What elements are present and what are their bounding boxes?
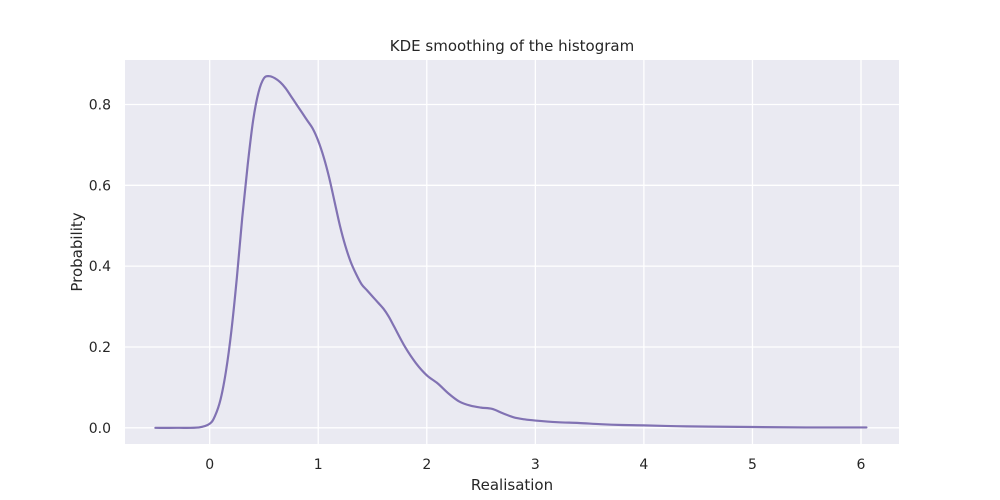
kde-point [301,112,302,113]
x-tick-label: 1 [314,457,323,473]
kde-point [280,82,281,83]
y-tick-label: 0.6 [89,178,111,194]
kde-point [339,225,340,226]
kde-point [177,427,178,428]
kde-point [345,245,346,246]
kde-point [247,164,248,165]
kde-point [198,427,199,428]
kde-point [269,76,270,77]
kde-point [388,316,389,317]
kde-point [524,419,525,420]
kde-point [556,422,557,423]
kde-point [513,417,514,418]
kde-point [372,296,373,297]
kde-point [866,427,867,428]
kde-point [215,415,216,416]
kde-point [394,326,395,327]
kde-point [225,371,226,372]
kde-point [643,425,644,426]
kde-point [252,120,253,121]
kde-point [307,120,308,121]
kde-point [383,308,384,309]
kde-point [318,140,319,141]
kde-point [600,424,601,425]
x-tick-label: 6 [857,457,866,473]
kde-point [426,375,427,376]
kde-point [323,156,324,157]
kde-point [296,104,297,105]
kde-point [366,290,367,291]
x-tick-label: 4 [639,457,648,473]
kde-point [274,78,275,79]
kde-point [312,128,313,129]
grid-layer [125,60,899,444]
kde-point [209,423,210,424]
kde-line [154,74,868,429]
kde-point [491,408,492,409]
x-tick-label: 3 [531,457,540,473]
kde-point [480,407,481,408]
kde-point [448,393,449,394]
kde-point [470,405,471,406]
kde-point [404,346,405,347]
kde-point [676,426,677,427]
kde-point [285,88,286,89]
kde-point [258,92,259,93]
kde-point [350,262,351,263]
line-layer [154,74,868,429]
kde-point [708,426,709,427]
kde-point [236,278,237,279]
kde-point [622,424,623,425]
chart-title: KDE smoothing of the histogram [390,37,634,55]
kde-point [334,201,335,202]
x-tick-label: 0 [205,457,214,473]
kde-point [377,302,378,303]
plot-background [125,60,899,444]
kde-point [752,426,753,427]
kde-point [290,96,291,97]
kde-point [437,383,438,384]
kde-point [535,420,536,421]
x-tick-labels: 0 1 2 3 4 5 6 [205,457,865,473]
y-tick-label: 0.0 [89,421,111,437]
kde-point [415,363,416,364]
kde-point [361,284,362,285]
kde-point [502,413,503,414]
kde-point [356,274,357,275]
kde-point [220,399,221,400]
y-axis-title: Probability [68,212,86,291]
kde-point [242,217,243,218]
kde-point [231,330,232,331]
kde-point [263,78,264,79]
x-tick-label: 2 [422,457,431,473]
y-tick-label: 0.4 [89,259,111,275]
kde-point [578,422,579,423]
y-tick-labels: 0.0 0.2 0.4 0.6 0.8 [89,97,111,436]
kde-point [459,401,460,402]
kde-point [155,427,156,428]
x-axis-title: Realisation [471,476,553,494]
kde-point [328,177,329,178]
y-tick-label: 0.8 [89,97,111,113]
x-tick-label: 5 [748,457,757,473]
kde-point [806,427,807,428]
y-tick-label: 0.2 [89,340,111,356]
